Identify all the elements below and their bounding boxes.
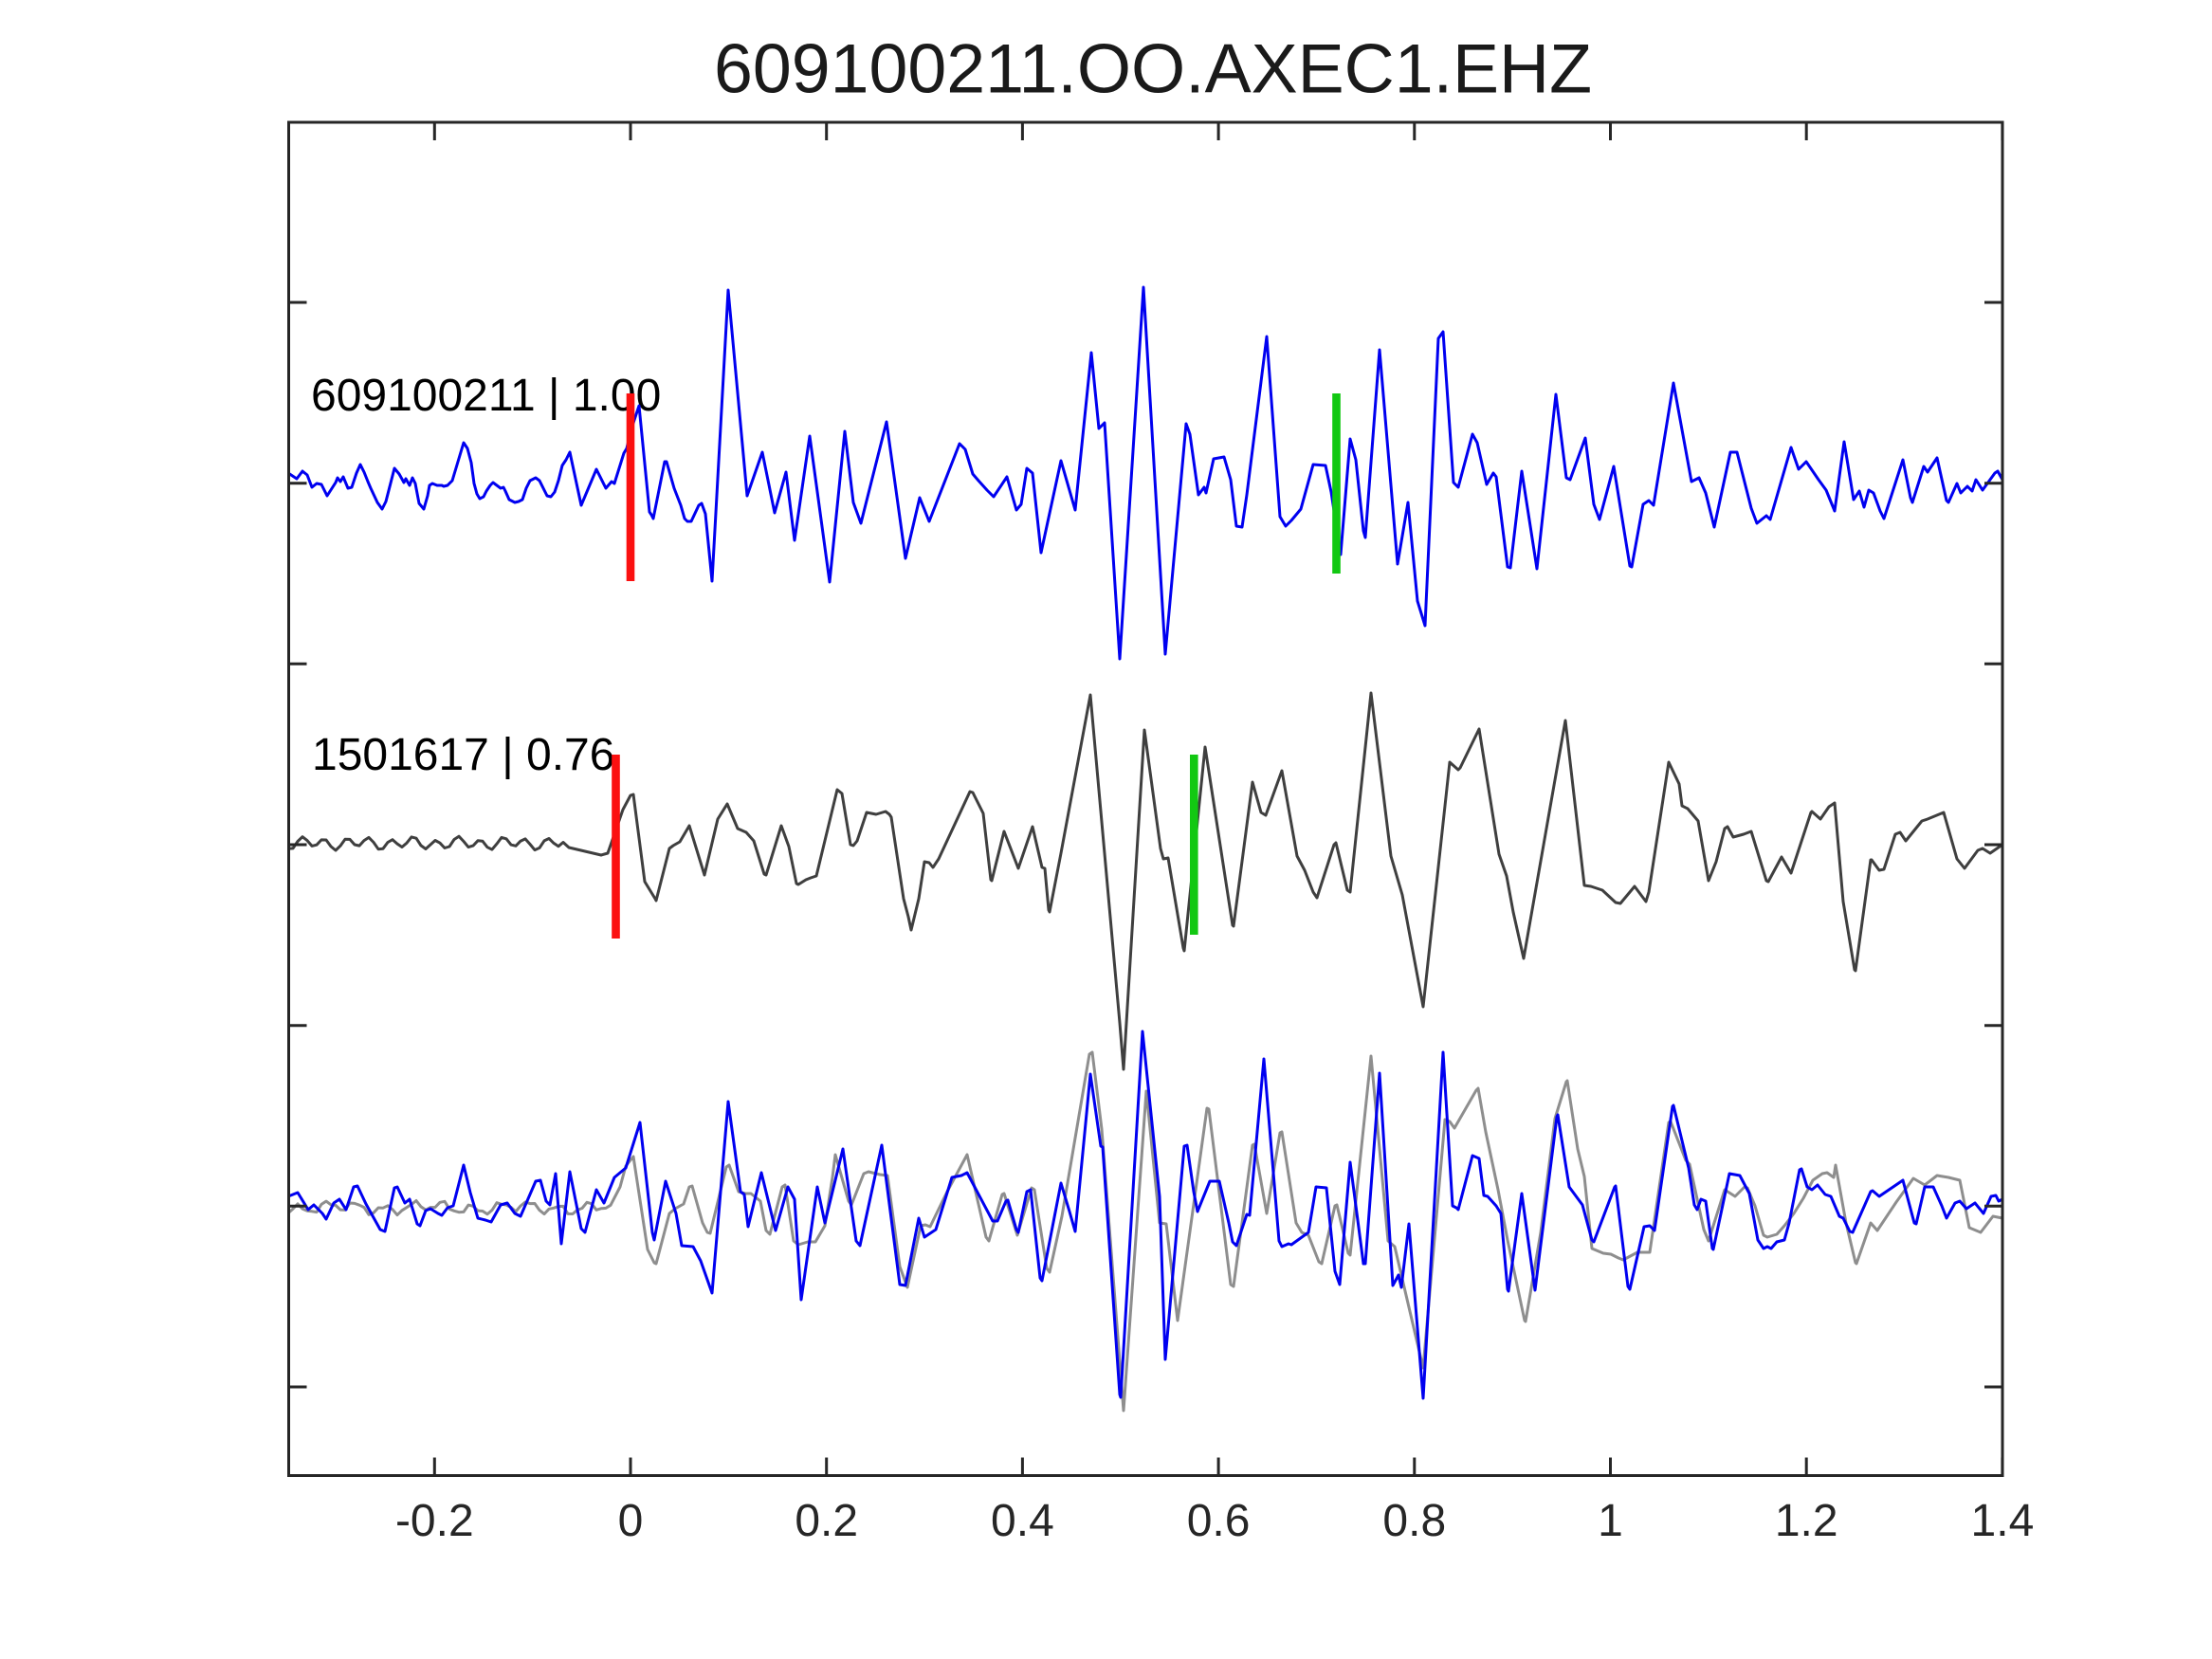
svg-text:-0.2: -0.2 (395, 1496, 474, 1546)
svg-text:1: 1 (1598, 1496, 1623, 1546)
svg-text:1501617 | 0.76: 1501617 | 0.76 (312, 730, 614, 780)
svg-text:0: 0 (618, 1496, 644, 1546)
svg-text:609100211.OO.AXEC1.EHZ: 609100211.OO.AXEC1.EHZ (714, 29, 1592, 108)
svg-text:0.8: 0.8 (1382, 1496, 1446, 1546)
svg-text:0.6: 0.6 (1187, 1496, 1251, 1546)
svg-text:609100211 | 1.00: 609100211 | 1.00 (311, 371, 661, 421)
svg-text:1.2: 1.2 (1775, 1496, 1838, 1546)
svg-text:0.4: 0.4 (991, 1496, 1054, 1546)
svg-text:0.2: 0.2 (795, 1496, 858, 1546)
svg-text:1.4: 1.4 (1971, 1496, 2035, 1546)
